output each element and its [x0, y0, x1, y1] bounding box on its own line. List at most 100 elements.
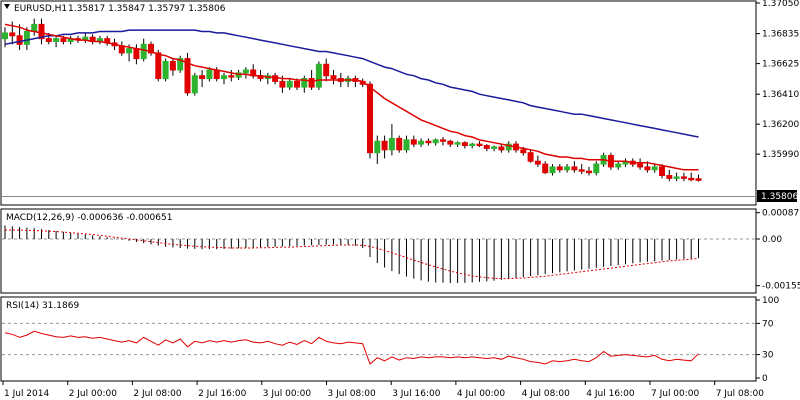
candle-body-1: [9, 32, 16, 37]
candle-body-59: [432, 139, 439, 144]
candle-body-6: [45, 38, 52, 42]
candle-body-29: [213, 69, 220, 80]
candle-body-78: [571, 166, 578, 171]
candle-body-95: [695, 178, 702, 181]
candle-body-33: [242, 69, 249, 74]
time-tick-label-1: 2 Jul 00:00: [69, 389, 118, 399]
candle-body-30: [221, 75, 227, 80]
candle-body-24: [177, 58, 184, 71]
candle-body-92: [673, 176, 680, 179]
candle-body-60: [440, 139, 446, 142]
time-tick-label-11: 7 Jul 08:00: [716, 389, 765, 399]
rsi-y-tick-label-0: 100: [762, 296, 779, 306]
candle-body-81: [593, 163, 600, 174]
time-tick-label-3: 2 Jul 16:00: [198, 389, 247, 399]
rsi-header: RSI(14) 31.1869: [6, 301, 79, 311]
candle-body-37: [272, 75, 279, 82]
candle-body-51: [374, 140, 381, 154]
candle-body-43: [315, 63, 322, 88]
time-tick-label-7: 4 Jul 00:00: [457, 389, 506, 399]
candle-body-8: [60, 38, 67, 42]
candle-body-27: [199, 75, 206, 80]
candle-body-25: [184, 58, 191, 94]
macd-y-tick-label-2: -0.001556: [762, 282, 800, 292]
candle-body-87: [637, 163, 644, 168]
time-tick-label-6: 3 Jul 16:00: [392, 389, 441, 399]
rsi-y-tick-label-1: 70: [762, 319, 774, 329]
macd-panel-frame: [0, 208, 757, 294]
candle-body-75: [549, 166, 556, 174]
time-tick-label-0: 1 Jul 2014: [4, 389, 49, 399]
candle-body-63: [461, 142, 468, 147]
rsi-y-tick-label-2: 30: [762, 351, 774, 361]
candle-body-69: [505, 143, 512, 151]
candle-body-20: [148, 43, 154, 54]
candle-body-57: [418, 140, 425, 145]
candle-body-72: [527, 152, 534, 162]
price-y-tick-label-3: 1.36410: [762, 90, 799, 100]
candle-body-0: [2, 32, 8, 40]
candle-body-73: [534, 160, 541, 165]
candle-body-5: [38, 23, 45, 40]
ohlc-label: 1.35817 1.35847 1.35797 1.35806: [68, 4, 226, 14]
candle-body-61: [447, 140, 454, 145]
collapse-triangle-icon[interactable]: [4, 4, 10, 9]
candle-body-80: [586, 170, 592, 174]
price-y-tick-label-5: 1.35990: [762, 150, 799, 160]
candle-body-17: [126, 48, 133, 54]
candle-body-7: [53, 38, 60, 42]
current-price-box: [757, 190, 797, 202]
candle-body-55: [403, 139, 410, 151]
candle-body-22: [162, 60, 169, 80]
macd-header: MACD(12,26,9) -0.000636 -0.000651: [6, 213, 172, 223]
candle-body-3: [23, 31, 30, 45]
price-series: [2, 18, 702, 182]
candle-body-21: [155, 52, 162, 80]
candle-body-28: [206, 69, 213, 80]
macd-y-axis: 0.000877 0.00 -0.001556: [2, 209, 800, 292]
candle-body-52: [381, 140, 388, 151]
candle-body-66: [483, 145, 490, 149]
price-y-tick-label-2: 1.36625: [762, 60, 799, 70]
candle-body-62: [454, 142, 461, 145]
candle-body-31: [228, 75, 235, 78]
time-tick-label-4: 3 Jul 00:00: [263, 389, 312, 399]
rsi-y-tick-label-3: 0: [762, 374, 768, 384]
candle-body-64: [469, 143, 476, 147]
time-tick-label-8: 4 Jul 08:00: [522, 389, 571, 399]
price-panel-frame: [0, 0, 757, 206]
macd-y-tick-label-1: 0.00: [762, 235, 782, 245]
candle-body-58: [425, 140, 432, 144]
candle-body-68: [498, 146, 505, 151]
candle-body-76: [556, 166, 563, 171]
rsi-y-axis: 100 70 30 0: [2, 296, 779, 384]
moving-average-slow-line: [4, 29, 699, 138]
candle-body-53: [388, 137, 395, 151]
candle-body-39: [286, 80, 293, 88]
candle-body-93: [680, 176, 687, 179]
candle-body-84: [615, 163, 622, 168]
current-price-text: 1.35806: [761, 192, 798, 202]
price-header: EURUSD,H1 1.35817 1.35847 1.35797 1.3580…: [4, 4, 226, 14]
candle-body-38: [279, 80, 286, 88]
candle-body-44: [323, 63, 330, 77]
candle-body-88: [644, 166, 651, 171]
rsi-line: [4, 330, 699, 365]
candle-body-23: [169, 60, 176, 71]
candle-body-41: [301, 78, 308, 88]
candle-body-67: [491, 146, 498, 149]
candle-body-65: [476, 143, 483, 147]
price-y-tick-label-4: 1.36200: [762, 120, 799, 130]
time-tick-label-9: 4 Jul 16:00: [586, 389, 635, 399]
price-y-tick-label-0: 1.37050: [762, 0, 799, 9]
candle-body-50: [367, 83, 373, 154]
candle-body-19: [140, 43, 147, 60]
candle-body-42: [308, 78, 315, 88]
rsi-panel-frame: [0, 296, 757, 382]
time-tick-label-2: 2 Jul 08:00: [133, 389, 182, 399]
candle-body-90: [659, 166, 665, 176]
candle-body-91: [666, 174, 673, 179]
time-tick-label-10: 7 Jul 00:00: [651, 389, 700, 399]
